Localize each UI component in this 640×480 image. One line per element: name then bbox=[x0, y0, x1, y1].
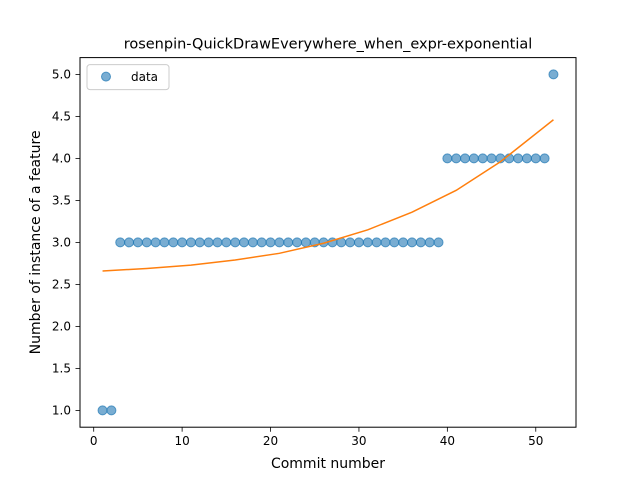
data-point bbox=[256, 237, 267, 248]
data-point bbox=[132, 237, 143, 248]
plot-marks bbox=[97, 69, 559, 416]
chart-title: rosenpin-QuickDrawEverywhere_when_expr-e… bbox=[124, 37, 533, 53]
data-point bbox=[513, 153, 524, 164]
data-point bbox=[221, 237, 232, 248]
data-point bbox=[239, 237, 250, 248]
data-point bbox=[150, 237, 161, 248]
data-point bbox=[185, 237, 196, 248]
data-point bbox=[283, 237, 294, 248]
x-tick-label: 50 bbox=[528, 434, 543, 448]
data-point bbox=[265, 237, 276, 248]
y-tick-label: 3.0 bbox=[52, 236, 71, 250]
legend: data bbox=[86, 64, 170, 91]
data-point bbox=[353, 237, 364, 248]
y-tick-label: 2.5 bbox=[52, 278, 71, 292]
data-point bbox=[521, 153, 532, 164]
legend-marker-data bbox=[101, 71, 111, 82]
data-point bbox=[406, 237, 417, 248]
data-point bbox=[177, 237, 188, 248]
x-tick-label: 30 bbox=[351, 434, 366, 448]
data-point bbox=[398, 237, 409, 248]
legend-label-data: data bbox=[131, 70, 158, 84]
data-point bbox=[442, 153, 453, 164]
data-point bbox=[371, 237, 382, 248]
y-tick-label: 2.0 bbox=[52, 320, 71, 334]
data-point bbox=[389, 237, 400, 248]
data-point bbox=[159, 237, 170, 248]
data-point bbox=[168, 237, 179, 248]
data-point bbox=[530, 153, 541, 164]
data-point bbox=[106, 405, 117, 416]
data-point bbox=[477, 153, 488, 164]
x-tick-label: 40 bbox=[440, 434, 455, 448]
x-axis-label: Commit number bbox=[271, 456, 385, 472]
y-axis-ticks: 1.0 1.5 2.0 2.5 3.0 3.5 4.0 4.5 5.0 bbox=[52, 68, 80, 418]
data-point bbox=[230, 237, 241, 248]
data-point bbox=[460, 153, 471, 164]
data-point bbox=[97, 405, 108, 416]
data-point bbox=[141, 237, 152, 248]
x-axis-ticks: 0 10 20 30 40 50 bbox=[90, 427, 543, 448]
data-point bbox=[212, 237, 223, 248]
y-axis-label: Number of instance of a feature bbox=[28, 130, 44, 354]
data-point bbox=[548, 69, 559, 80]
data-point bbox=[345, 237, 356, 248]
x-tick-label: 10 bbox=[174, 434, 189, 448]
data-point bbox=[300, 237, 311, 248]
exponential-fit-line bbox=[102, 119, 554, 272]
data-point bbox=[486, 153, 497, 164]
y-tick-label: 1.0 bbox=[52, 404, 71, 418]
data-point bbox=[124, 237, 135, 248]
data-point bbox=[115, 237, 126, 248]
data-point bbox=[468, 153, 479, 164]
data-point bbox=[203, 237, 214, 248]
data-point bbox=[415, 237, 426, 248]
x-tick-label: 0 bbox=[90, 434, 98, 448]
data-point bbox=[380, 237, 391, 248]
y-tick-label: 3.5 bbox=[52, 194, 71, 208]
y-tick-label: 4.5 bbox=[52, 110, 71, 124]
x-tick-label: 20 bbox=[263, 434, 278, 448]
data-point bbox=[451, 153, 462, 164]
data-point bbox=[292, 237, 303, 248]
y-tick-label: 1.5 bbox=[52, 362, 71, 376]
data-point bbox=[274, 237, 285, 248]
data-point bbox=[424, 237, 435, 248]
data-point bbox=[539, 153, 550, 164]
data-point bbox=[362, 237, 373, 248]
data-point bbox=[247, 237, 258, 248]
y-tick-label: 5.0 bbox=[52, 68, 71, 82]
y-tick-label: 4.0 bbox=[52, 152, 71, 166]
legend-box bbox=[86, 64, 170, 91]
data-point bbox=[433, 237, 444, 248]
data-point bbox=[194, 237, 205, 248]
